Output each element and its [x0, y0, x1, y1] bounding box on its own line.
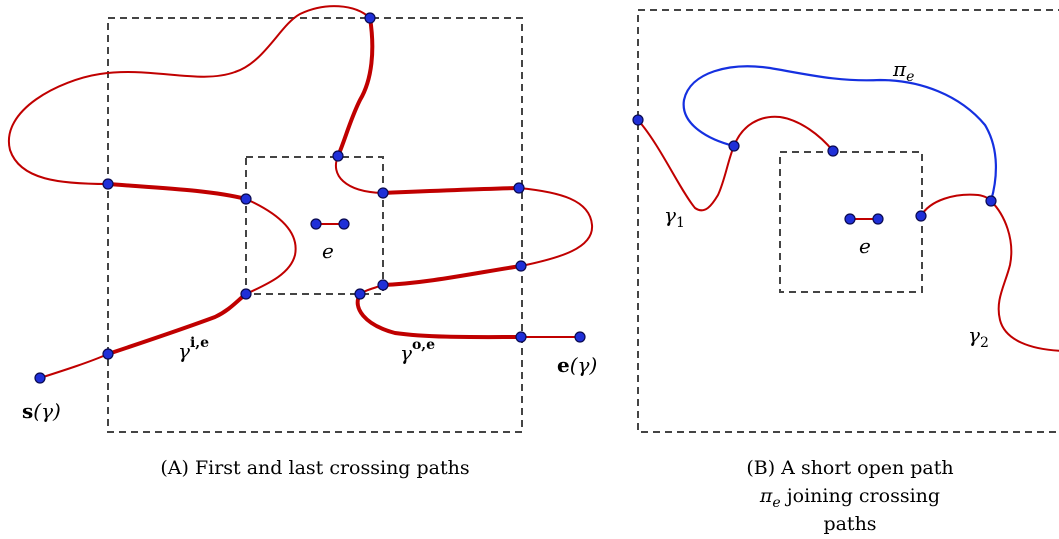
panel-a-thin-path: [7, 5, 594, 379]
panel-a-point: [364, 12, 376, 24]
panel-a-point: [102, 178, 114, 190]
panel-a-edge-endpoint: [310, 218, 322, 230]
panel-b-points: [632, 114, 997, 225]
panel-b: e πe γ1 γ2 (B) A short open path πe join…: [632, 9, 1059, 535]
panel-b-caption-line3: paths: [823, 513, 876, 535]
panel-a-point-end: [574, 331, 586, 343]
panel-b-point: [985, 195, 997, 207]
panel-b-point: [827, 145, 839, 157]
panel-a-point: [515, 331, 527, 343]
panel-a-point: [515, 260, 527, 272]
panel-a: e γi,e γo,e s(γ) e(γ) (A) First and last…: [7, 5, 597, 479]
panel-a-gamma-out-label: γo,e: [400, 337, 435, 365]
panel-b-outer-box: [637, 9, 1059, 433]
panel-b-point: [632, 114, 644, 126]
panel-a-start-label: s(γ): [22, 399, 61, 423]
panel-a-end-label: e(γ): [557, 353, 597, 377]
panel-a-point-start: [34, 372, 46, 384]
panel-a-point: [240, 288, 252, 300]
panel-a-caption: (A) First and last crossing paths: [160, 457, 469, 479]
panel-a-point: [332, 150, 344, 162]
panel-b-gamma1-label: γ1: [664, 203, 685, 231]
panel-b-red-paths: [637, 115, 1059, 352]
panel-b-inner-box: [779, 151, 923, 293]
panel-a-point: [102, 348, 114, 360]
panel-a-point: [377, 279, 389, 291]
panel-b-edge-label: e: [859, 234, 871, 258]
panel-a-outer-box: [107, 17, 523, 433]
panel-b-point: [728, 140, 740, 152]
panel-a-point: [240, 193, 252, 205]
panel-b-pi-label: πe: [892, 57, 914, 85]
panel-b-edge-endpoint: [844, 213, 856, 225]
panel-b-point: [915, 210, 927, 222]
panel-b-edge-endpoint: [872, 213, 884, 225]
panel-a-point: [513, 182, 525, 194]
panel-b-gamma2-path: [920, 193, 1059, 352]
panel-b-pi-path: [682, 65, 997, 203]
panel-a-point: [377, 187, 389, 199]
panel-a-point: [354, 288, 366, 300]
panel-b-caption-line1: (B) A short open path: [746, 457, 953, 479]
panel-a-edge-endpoint: [338, 218, 350, 230]
panel-a-edge-label: e: [322, 239, 334, 263]
panel-a-thick-path: [106, 16, 523, 356]
panel-a-points: [34, 12, 586, 384]
panel-a-inner-box: [245, 156, 384, 295]
panel-b-caption-line2: πe joining crossing: [759, 485, 940, 511]
panel-a-gamma-in-label: γi,e: [178, 335, 209, 363]
panel-b-gamma1-path: [637, 115, 834, 212]
panel-b-gamma2-label: γ2: [968, 323, 989, 351]
